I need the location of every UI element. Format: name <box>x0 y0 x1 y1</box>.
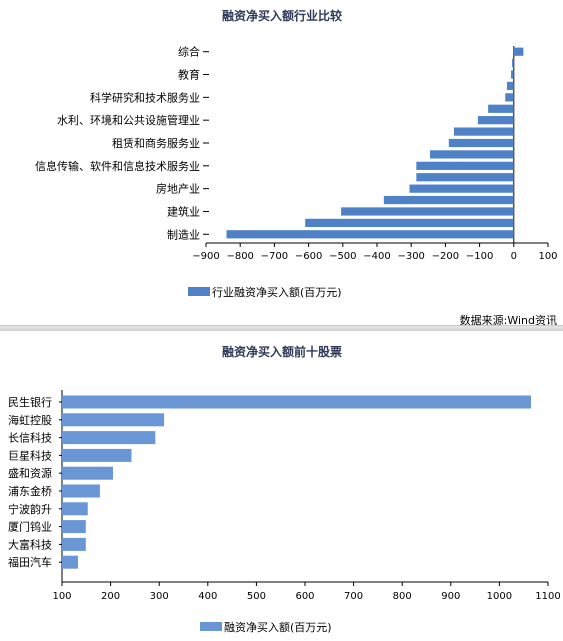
x-tick-label: −300 <box>397 251 424 262</box>
bar <box>62 502 88 516</box>
x-tick-label: −800 <box>226 251 253 262</box>
x-tick-label: −600 <box>295 251 322 262</box>
bar <box>505 93 514 102</box>
bar <box>226 230 514 239</box>
bar <box>453 127 514 136</box>
x-tick-label: −100 <box>466 251 493 262</box>
bar <box>62 448 132 462</box>
category-label: 综合 <box>178 45 200 59</box>
bar <box>513 47 524 56</box>
x-tick-label: 600 <box>295 591 314 602</box>
bar <box>430 150 514 159</box>
x-tick-label: 1000 <box>487 591 512 602</box>
legend-swatch <box>200 622 222 631</box>
x-tick-label: 200 <box>101 591 120 602</box>
top-stocks-chart-panel: 融资净买入额前十股票 民生银行海虹控股长信科技巨星科技盛和资源浦东金桥宁波韵升厦… <box>0 330 563 641</box>
category-label: 建筑业 <box>167 204 200 218</box>
top-stocks-bar-chart: 融资净买入额前十股票 民生银行海虹控股长信科技巨星科技盛和资源浦东金桥宁波韵升厦… <box>8 344 561 634</box>
legend-label: 融资净买入额(百万元) <box>224 620 332 634</box>
category-label: 巨星科技 <box>8 448 52 462</box>
industry-chart-panel: 融资净买入额行业比较 综合教育科学研究和技术服务业水利、环境和公共设施管理业租赁… <box>35 8 558 327</box>
bar <box>448 138 514 148</box>
bar <box>62 395 531 409</box>
industry-bar-chart: 融资净买入额行业比较 综合教育科学研究和技术服务业水利、环境和公共设施管理业租赁… <box>35 8 558 299</box>
legend-label: 行业融资净买入额(百万元) <box>212 285 342 299</box>
bar <box>341 207 514 216</box>
category-label: 水利、环境和公共设施管理业 <box>57 113 200 127</box>
x-tick-label: −500 <box>329 251 356 262</box>
bar <box>62 413 165 427</box>
category-label: 租赁和商务服务业 <box>112 136 200 150</box>
x-tick-label: 400 <box>198 591 217 602</box>
category-label: 教育 <box>178 68 200 82</box>
x-tick-label: 300 <box>150 591 169 602</box>
bar <box>506 81 514 91</box>
category-label: 房地产业 <box>156 182 200 196</box>
source-note: 数据来源:Wind资讯 <box>459 314 557 327</box>
x-tick-label: 500 <box>247 591 266 602</box>
legend-swatch <box>188 287 210 296</box>
x-tick-label: 1100 <box>535 591 560 602</box>
category-label: 制造业 <box>167 227 200 241</box>
bar <box>62 431 156 445</box>
category-label: 浦东金桥 <box>8 484 52 498</box>
bar <box>477 116 514 125</box>
category-label: 宁波韵升 <box>8 502 52 516</box>
category-label: 民生银行 <box>8 395 52 409</box>
bar <box>383 195 514 205</box>
category-label: 科学研究和技术服务业 <box>90 90 200 104</box>
x-tick-label: 800 <box>393 591 412 602</box>
x-tick-label: 100 <box>538 251 557 262</box>
x-tick-label: 100 <box>52 591 71 602</box>
x-tick-label: 900 <box>441 591 460 602</box>
category-label: 厦门钨业 <box>8 520 52 534</box>
x-tick-label: −900 <box>192 251 219 262</box>
category-label: 海虹控股 <box>8 413 52 427</box>
bar <box>62 537 86 551</box>
bar <box>62 555 79 569</box>
bar <box>62 484 100 498</box>
x-tick-label: 0 <box>511 251 517 262</box>
legend: 融资净买入额(百万元) <box>200 620 332 634</box>
legend: 行业融资净买入额(百万元) <box>188 285 342 299</box>
chart-title: 融资净买入额行业比较 <box>222 8 342 23</box>
category-label: 福田汽车 <box>8 555 52 569</box>
category-label: 大富科技 <box>8 537 52 551</box>
chart-title: 融资净买入额前十股票 <box>222 344 342 359</box>
x-tick-label: −200 <box>432 251 459 262</box>
bar <box>62 520 86 534</box>
category-label: 盛和资源 <box>8 466 52 480</box>
bar <box>62 466 114 480</box>
bar <box>416 173 514 182</box>
bar <box>488 104 514 113</box>
bar <box>305 218 514 227</box>
panel-divider <box>0 325 563 331</box>
x-tick-label: −700 <box>261 251 288 262</box>
x-tick-label: 700 <box>344 591 363 602</box>
category-label: 长信科技 <box>8 431 52 445</box>
bar <box>416 161 514 170</box>
category-label: 信息传输、软件和信息技术服务业 <box>35 159 200 173</box>
bar <box>512 59 514 68</box>
x-tick-label: −400 <box>363 251 390 262</box>
bar <box>409 184 514 193</box>
bar <box>511 70 514 79</box>
